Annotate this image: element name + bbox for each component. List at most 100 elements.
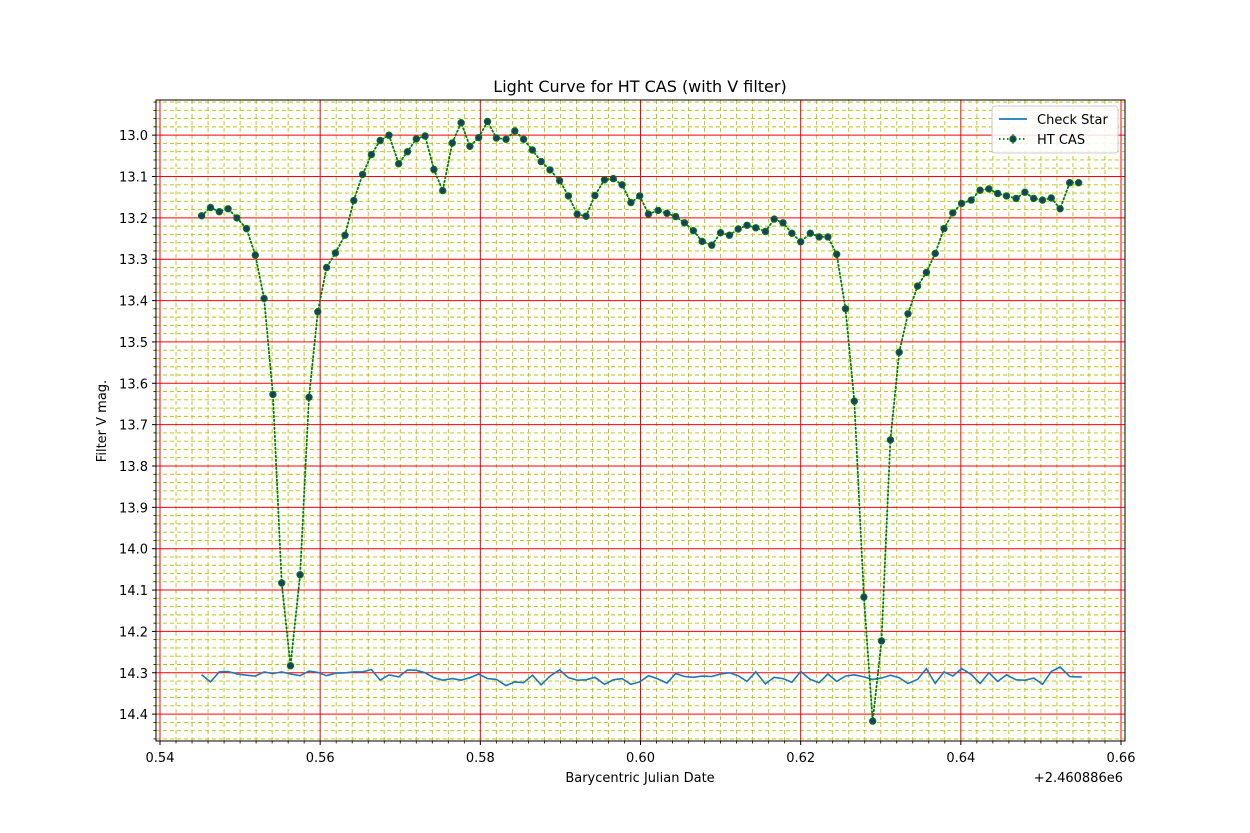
ht-cas-point <box>197 212 206 220</box>
ht-cas-point <box>358 170 367 179</box>
ht-cas-point <box>233 214 241 222</box>
ht-cas-point <box>385 131 393 139</box>
ht-cas-point <box>1047 194 1056 202</box>
ht-cas-point <box>940 224 948 233</box>
ht-cas-point <box>395 160 403 168</box>
ht-cas-point <box>350 196 358 205</box>
y-tick-label: 13.3 <box>119 253 148 268</box>
ht-cas-point <box>663 209 671 218</box>
y-tick-label: 13.8 <box>119 460 148 475</box>
y-tick-label: 13.2 <box>119 212 148 227</box>
ht-cas-point <box>430 165 438 174</box>
ht-cas-point <box>1002 192 1011 200</box>
ht-cas-point <box>806 229 814 237</box>
ht-cas-point <box>511 127 519 135</box>
ht-cas-point <box>627 198 635 207</box>
ht-cas-point <box>376 136 384 145</box>
ht-cas-point <box>1074 179 1083 187</box>
ht-cas-point <box>609 174 617 183</box>
ht-cas-point <box>761 227 770 236</box>
ht-cas-point <box>985 185 993 193</box>
ht-cas-point <box>833 250 841 259</box>
y-tick-label: 14.1 <box>119 584 148 599</box>
ht-cas-point <box>815 233 823 241</box>
y-tick-label: 13.4 <box>119 295 148 310</box>
ht-cas-point <box>618 181 626 189</box>
ht-cas-point <box>314 308 322 316</box>
ht-cas-point <box>564 192 573 200</box>
ht-cas-point <box>242 224 251 233</box>
x-axis-offset-label: +2.460886e6 <box>1034 771 1123 786</box>
ht-cas-point <box>644 210 653 218</box>
x-tick-label: 0.62 <box>786 751 815 766</box>
ht-cas-point <box>913 282 922 290</box>
ht-cas-point <box>278 579 286 587</box>
y-tick-label: 14.2 <box>119 625 148 640</box>
ht-cas-point <box>367 150 376 159</box>
legend: Check Star HT CAS <box>991 105 1119 154</box>
ht-cas-point <box>716 229 725 237</box>
ht-cas-point <box>957 199 966 208</box>
y-tick-label: 14.3 <box>119 667 148 682</box>
ht-cas-point <box>895 348 903 356</box>
ht-cas-point <box>779 219 787 227</box>
ht-cas-point <box>305 393 313 401</box>
ht-cas-point <box>672 212 680 221</box>
series-layer <box>197 117 1083 725</box>
ht-cas-point <box>841 305 850 313</box>
y-tick-label: 14.0 <box>119 543 148 558</box>
ht-cas-point <box>322 263 331 272</box>
ht-cas-point <box>224 205 232 213</box>
legend-ht-cas-label: HT CAS <box>1037 133 1085 148</box>
x-tick-label: 0.54 <box>146 751 175 766</box>
ht-cas-point <box>286 662 295 670</box>
ht-cas-point <box>698 237 706 246</box>
check-star-line <box>201 666 1082 687</box>
ht-cas-point <box>689 227 698 235</box>
y-tick-label: 13.1 <box>119 171 148 186</box>
ht-cas-point <box>206 203 215 212</box>
ht-cas-point <box>296 571 304 579</box>
ht-cas-point <box>850 397 858 405</box>
x-tick-label: 0.60 <box>626 751 655 766</box>
y-tick-label: 13.6 <box>119 377 148 392</box>
ht-cas-point <box>251 251 260 259</box>
ht-cas-point <box>967 196 975 204</box>
ht-cas-point <box>448 139 456 147</box>
ht-cas-point <box>976 186 984 194</box>
ht-cas-point <box>1030 194 1038 203</box>
ht-cas-point <box>537 157 545 166</box>
ht-cas-point <box>528 146 537 154</box>
ht-cas-point <box>341 231 349 239</box>
y-tick-label: 13.5 <box>119 336 148 351</box>
ht-cas-point <box>752 224 760 232</box>
y-axis-label: Filter V mag. <box>95 380 110 462</box>
x-axis-label: Barycentric Julian Date <box>565 771 714 786</box>
chart-title: Light Curve for HT CAS (with V filter) <box>493 77 786 96</box>
x-tick-label: 0.58 <box>466 751 495 766</box>
legend-check-star-label: Check Star <box>1037 113 1108 128</box>
ht-cas-point <box>492 134 501 142</box>
ht-cas-point <box>949 209 957 217</box>
ht-cas-point <box>269 390 277 399</box>
axis-ticks: 0.54 0.56 0.58 0.60 0.62 0.64 0.66 13.0 13.1 13.2… <box>119 101 1136 766</box>
ht-cas-point <box>439 186 447 195</box>
ht-cas-point <box>1021 188 1029 196</box>
ht-cas-point <box>483 117 492 126</box>
ht-cas-point <box>573 210 581 218</box>
ht-cas-point <box>743 221 751 230</box>
y-tick-label: 14.4 <box>119 708 148 723</box>
ht-cas-point <box>215 208 224 216</box>
ht-cas-point <box>734 225 742 233</box>
ht-cas-point <box>797 238 805 246</box>
ht-cas-point <box>457 119 465 127</box>
x-tick-label: 0.66 <box>1107 751 1136 766</box>
ht-cas-point <box>1012 194 1020 203</box>
ht-cas-point <box>860 593 868 601</box>
y-tick-label: 13.9 <box>119 501 148 516</box>
legend-box <box>991 105 1119 154</box>
ht-cas-point <box>412 135 420 143</box>
ht-cas-point <box>869 717 877 725</box>
ht-cas-point <box>636 192 644 200</box>
